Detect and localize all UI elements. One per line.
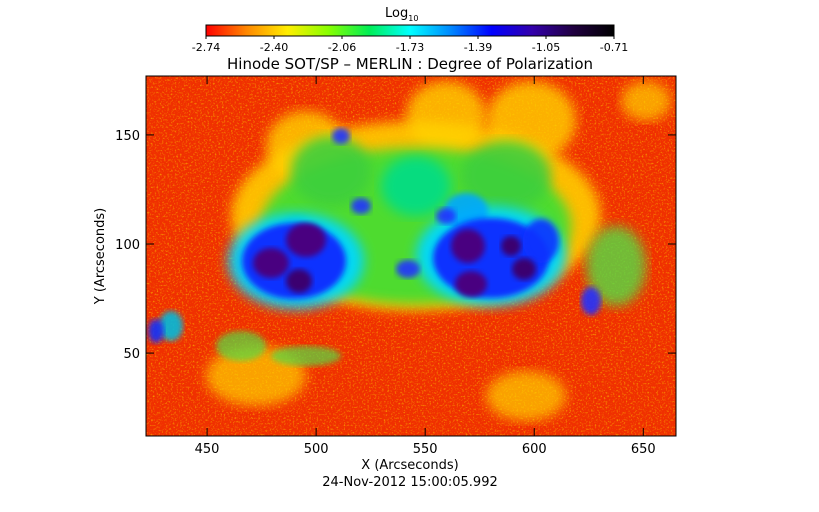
chart-title: Hinode SOT/SP – MERLIN : Degree of Polar… (227, 55, 593, 73)
x-axis: 450 500 550 600 650 (195, 76, 656, 457)
left-umbra-3 (286, 269, 312, 293)
y-tick-label: 100 (115, 238, 140, 253)
field-patch (406, 81, 486, 151)
x-tick-label: 450 (195, 442, 220, 457)
plot-frame (145, 75, 677, 437)
field-patch (216, 331, 266, 361)
right-umbra-1 (451, 229, 485, 263)
y-tick-label: 50 (123, 347, 140, 362)
heatmap-area (146, 76, 676, 436)
colorbar-tick-label: -2.40 (260, 41, 288, 54)
colorbar-tick-label: -1.39 (464, 41, 492, 54)
field-patch (159, 311, 183, 341)
field-patch (148, 319, 164, 343)
colorbar-tick-label: -1.73 (396, 41, 424, 54)
y-axis-label: Y (Arcseconds) (93, 208, 108, 305)
field-patch (461, 141, 551, 211)
field-patch (523, 219, 559, 263)
colorbar-tick-label: -0.71 (600, 41, 628, 54)
field-patch (621, 81, 671, 121)
right-umbra-3 (512, 258, 536, 280)
field-patch (586, 226, 646, 306)
field-patch (581, 287, 601, 315)
colorbar-tick-label: -2.06 (328, 41, 356, 54)
x-tick-label: 600 (522, 442, 547, 457)
colorbar: Log10 -2.74 -2.40 -2.06 -1.73 -1.39 -1.05 -0.7… (192, 6, 628, 54)
field-patch (332, 128, 350, 144)
field-patch (291, 136, 371, 206)
left-umbra-2 (253, 248, 289, 278)
field-patch (351, 198, 371, 214)
field-patch (396, 260, 420, 278)
colorbar-tick-label: -2.74 (192, 41, 220, 54)
y-axis: 50 100 150 (115, 129, 676, 362)
colorbar-tick-label: -1.05 (532, 41, 560, 54)
left-umbra-1 (286, 223, 326, 257)
field-patch (436, 208, 456, 224)
field-patch (486, 81, 576, 161)
field-patch (486, 371, 566, 421)
x-tick-label: 500 (304, 442, 329, 457)
right-umbra-2 (455, 271, 487, 297)
x-axis-label: X (Arcseconds) (361, 458, 458, 473)
x-tick-label: 650 (631, 442, 656, 457)
field-patch (271, 346, 341, 366)
colorbar-ticks: -2.74 -2.40 -2.06 -1.73 -1.39 -1.05 -0.71 (192, 36, 628, 54)
y-tick-label: 150 (115, 129, 140, 144)
colorbar-gradient (205, 24, 615, 37)
polarization-field (148, 81, 671, 421)
colorbar-label: Log10 (385, 6, 418, 23)
x-tick-label: 550 (413, 442, 438, 457)
field-patch (381, 156, 451, 216)
field-patch (501, 236, 521, 256)
timestamp: 24-Nov-2012 15:00:05.992 (322, 475, 498, 490)
